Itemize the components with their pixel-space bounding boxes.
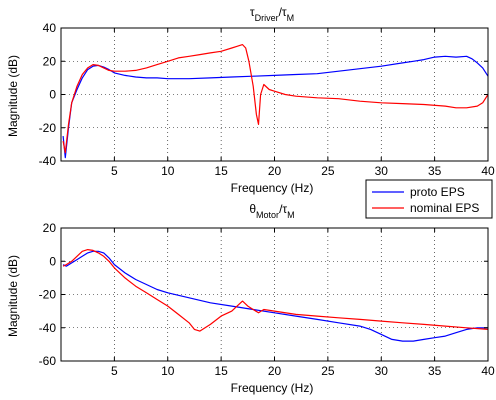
legend-box [365,179,493,219]
top-xtick-label: 15 [214,164,228,178]
bottom-xtick-label: 15 [214,364,228,378]
top-ytick-label: -40 [39,154,57,168]
bottom-xtick-label: 5 [111,364,118,378]
bottom-xtick-label: 40 [481,364,495,378]
bottom-chart-title: θMotor/τM [249,202,294,220]
top-chart-title: τDriver/τM [250,5,294,23]
bottom-ytick-label: -20 [39,288,57,302]
top-ytick-label: 40 [43,21,57,35]
bottom-xtick-label: 30 [375,364,389,378]
bottom-ytick-label: 20 [43,221,57,235]
bottom-chart-xlabel: Frequency (Hz) [231,381,314,395]
top-ytick-label: 20 [43,54,57,68]
bottom-chart-ylabel: Magnitude (dB) [6,255,20,337]
legend: proto EPS nominal EPS [365,179,493,219]
top-plot-area [61,28,488,161]
bottom-ytick-label: -60 [39,354,57,368]
bottom-xtick-label: 10 [161,364,175,378]
bottom-ytick-label: 0 [49,254,56,268]
bottom-xtick-label: 35 [428,364,442,378]
top-chart-ylabel: Magnitude (dB) [6,55,20,137]
bottom-plot-area [61,228,488,361]
top-xtick-label: 5 [111,164,118,178]
top-xtick-label: 40 [481,164,495,178]
bottom-xtick-label: 20 [268,364,282,378]
top-series-nominal-line [62,43,488,154]
bottom-ytick-label: -40 [39,321,57,335]
top-xtick-label: 25 [321,164,335,178]
top-xtick-label: 20 [268,164,282,178]
top-chart-xlabel: Frequency (Hz) [231,181,314,195]
top-ytick-label: 0 [49,88,56,102]
top-xtick-label: 10 [161,164,175,178]
bottom-xtick-label: 25 [321,364,335,378]
legend-label-nominal: nominal EPS [410,201,479,215]
top-xtick-label: 35 [428,164,442,178]
top-ytick-label: -20 [39,121,57,135]
legend-label-proto: proto EPS [410,185,465,199]
bottom-series-proto-line [62,250,488,342]
bottom-series-nominal-line [62,249,488,332]
bottom-chart: θMotor/τM Frequency (Hz) Magnitude (dB) … [6,202,495,395]
top-chart: τDriver/τM Frequency (Hz) Magnitude (dB)… [6,5,495,195]
top-xtick-label: 30 [375,164,389,178]
top-series-proto-line [62,55,488,159]
